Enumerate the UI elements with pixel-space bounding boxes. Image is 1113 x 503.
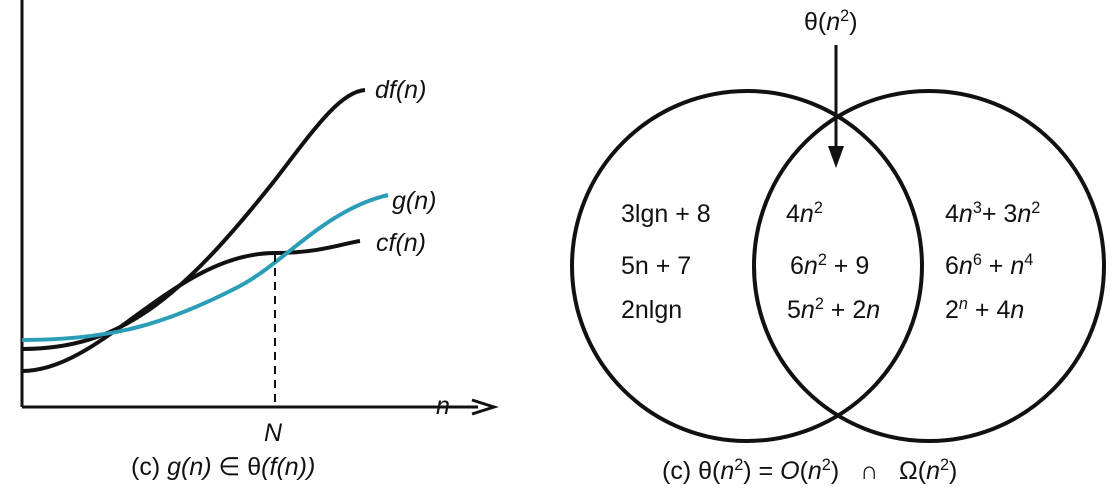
middle-2-exp: 2 [817, 251, 827, 270]
right-caption-eq: ) = [743, 457, 781, 485]
middle-3-rest: + 2 [823, 296, 867, 324]
right-set-item-3: 2n + 4n [945, 295, 1025, 324]
venn-circle-left [570, 89, 924, 443]
top-theta-close: ) [849, 8, 858, 36]
right-caption-n3: n [926, 457, 940, 485]
label-df: df(n) [375, 76, 426, 104]
right-1-n2: n [1017, 200, 1032, 228]
left-caption-in: ∈ [218, 453, 241, 481]
left-set-item-1: 3lgn + 8 [621, 200, 711, 228]
right-2-plus: + [981, 252, 1011, 280]
middle-3-coef: 5 [787, 296, 801, 324]
middle-2-rest: + 9 [826, 252, 870, 280]
label-x-axis: n [436, 392, 450, 420]
down-arrow-icon [828, 146, 844, 168]
right-2-n2: n [1010, 252, 1025, 280]
x-axis-arrow-icon [471, 398, 499, 416]
right-caption-open2: ( [799, 457, 808, 485]
left-caption-theta: θ [247, 453, 262, 481]
right-1-n1: n [958, 200, 973, 228]
top-theta-open: θ( [804, 8, 827, 36]
right-3-base: 2 [945, 296, 959, 324]
middle-1-coef: 4 [786, 200, 800, 228]
right-caption-O: O [780, 457, 800, 485]
middle-set-item-1: 4n2 [786, 199, 823, 228]
right-caption-close2: ) [830, 457, 840, 485]
right-caption-close3: ) [949, 457, 958, 485]
right-1-plus: + 3 [981, 200, 1018, 228]
curve-g [21, 193, 389, 342]
middle-2-n: n [803, 252, 818, 280]
left-caption-g: g(n) [167, 453, 212, 481]
middle-1-exp: 2 [813, 199, 823, 218]
right-caption-n2: n [807, 457, 822, 485]
right-1-coef1: 4 [945, 200, 959, 228]
middle-2-coef: 6 [790, 252, 804, 280]
left-set-item-3: 2nlgn [621, 296, 683, 324]
right-set-item-2: 6n6 + n4 [945, 251, 1034, 280]
top-theta-exp: 2 [840, 7, 850, 26]
left-caption: (c) g(n) ∈ θ(f(n)) [131, 455, 315, 480]
right-2-exp1: 6 [972, 251, 982, 270]
right-caption-e1: 2 [734, 456, 744, 475]
middle-3-n: n [800, 296, 815, 324]
left-set-item-2: 5n + 7 [621, 252, 692, 280]
right-1-exp2: 2 [1031, 199, 1041, 218]
top-theta-n: n [826, 8, 841, 36]
right-set-item-1: 4n3+ 3n2 [945, 199, 1041, 228]
right-3-plus: + 4 [967, 296, 1011, 324]
right-caption-n1: n [720, 457, 735, 485]
left-caption-f: (f(n)) [261, 453, 316, 481]
right-caption: (c) θ(n2) = O(n2) ∩ Ω(n2) [662, 456, 958, 485]
right-caption-omega: Ω( [899, 457, 927, 485]
left-caption-prefix: (c) [131, 453, 161, 481]
right-caption-e3: 2 [939, 456, 950, 475]
right-2-n1: n [958, 252, 973, 280]
top-theta-label: θ(n2) [804, 7, 858, 36]
right-3-n: n [1010, 296, 1025, 324]
right-caption-e2: 2 [821, 456, 831, 475]
right-venn-diagram [570, 45, 1106, 443]
right-2-coef1: 6 [945, 252, 959, 280]
curve-cf [21, 239, 361, 373]
label-N: N [264, 419, 283, 447]
label-cf: cf(n) [376, 229, 426, 257]
venn-circle-right [752, 89, 1106, 443]
middle-3-n2: n [866, 296, 881, 324]
middle-set-item-2: 6n2 + 9 [790, 251, 870, 280]
middle-1-n: n [799, 200, 814, 228]
middle-3-exp: 2 [814, 295, 824, 314]
left-graph: df(n) g(n) cf(n) n N [20, 0, 499, 447]
right-1-exp1: 3 [972, 199, 982, 218]
curve-df [21, 88, 366, 351]
right-caption-prefix: (c) θ( [662, 457, 721, 485]
right-caption-cap: ∩ [860, 457, 879, 485]
right-2-exp2: 4 [1024, 251, 1034, 270]
right-3-exp: n [958, 295, 968, 314]
middle-set-item-3: 5n2 + 2n [787, 295, 881, 324]
label-g: g(n) [392, 187, 436, 215]
